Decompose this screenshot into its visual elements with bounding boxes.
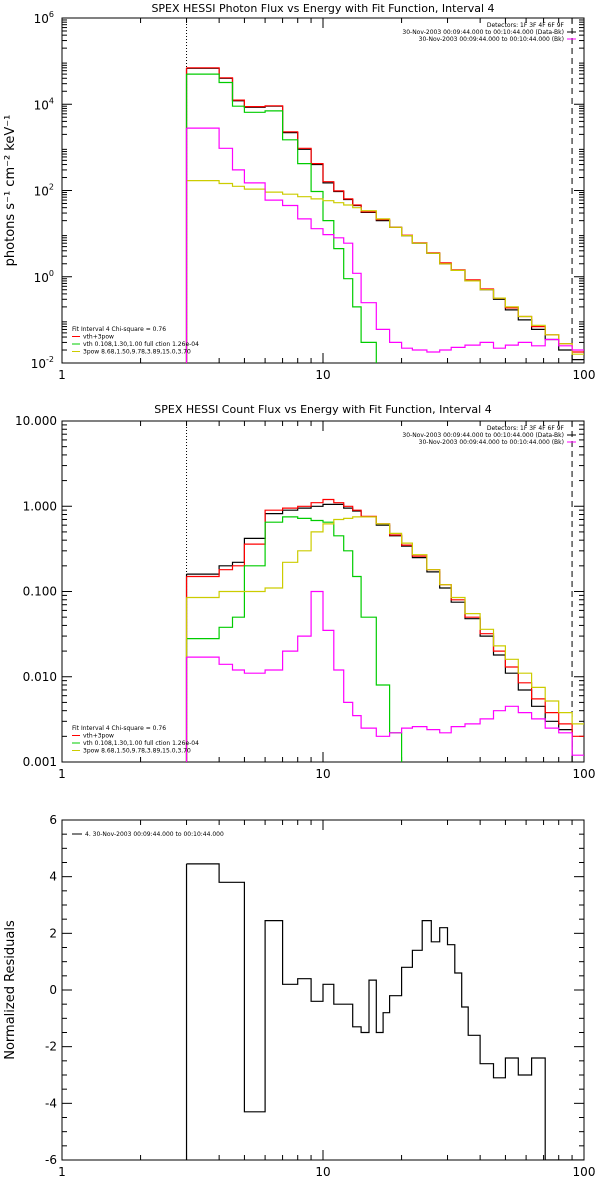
legend-text: Fit Interval 4 Chi-square = 0.76 bbox=[72, 326, 166, 333]
series-group bbox=[185, 67, 584, 363]
y-tick-base: 10 bbox=[34, 185, 49, 199]
y-tick-base: 10 bbox=[34, 271, 49, 285]
x-tick-label: 10 bbox=[315, 767, 330, 781]
series-line-4 bbox=[186, 180, 584, 355]
y-tick-label: 4 bbox=[49, 870, 57, 884]
x-tick-label: 100 bbox=[573, 1165, 596, 1179]
series-group bbox=[185, 498, 584, 762]
y-tick-label: 6 bbox=[49, 813, 57, 827]
legend-text: vth 0.108,1.30,1.00 full ction 1.26e-04 bbox=[83, 341, 199, 348]
y-tick-exponent: 2 bbox=[49, 183, 54, 192]
y-tick-base: 10 bbox=[34, 12, 49, 26]
y-tick-exponent: -2 bbox=[46, 355, 54, 364]
legend-text: vth+3pow bbox=[83, 334, 114, 341]
y-tick-label: 0.100 bbox=[23, 585, 57, 599]
legend-text: vth 0.108,1.30,1.00 full ction 1.26e-04 bbox=[83, 740, 199, 747]
y-tick-label: 0 bbox=[49, 983, 57, 997]
series-line-3 bbox=[186, 516, 403, 762]
series-line-2 bbox=[186, 498, 584, 737]
series-line-5 bbox=[186, 590, 584, 756]
y-tick-label: 104 bbox=[34, 96, 54, 112]
x-tick-label: 100 bbox=[573, 368, 596, 382]
y-tick-exponent: 6 bbox=[49, 10, 54, 19]
chart-title: SPEX HESSI Count Flux vs Energy with Fit… bbox=[154, 403, 491, 416]
plot-frame bbox=[61, 17, 585, 364]
legend-text: Fit Interval 4 Chi-square = 0.76 bbox=[72, 725, 166, 732]
legend-text: 4. 30-Nov-2003 00:09:44.000 to 00:10:44.… bbox=[85, 831, 224, 838]
y-tick-label: 1.000 bbox=[23, 499, 57, 513]
x-tick-label: 10 bbox=[315, 1165, 330, 1179]
y-tick-base: 10 bbox=[34, 98, 49, 112]
y-tick-label: -2 bbox=[45, 1040, 57, 1054]
y-tick-exponent: 0 bbox=[49, 269, 54, 278]
header-note: Detectors: 1F 3F 4F 6F 9F bbox=[487, 425, 565, 432]
chart-panel-3: 1 10 100 -6 -4 -2 0 2 4 6 Normalized Residuals 4. 3… bbox=[3, 813, 595, 1179]
series-group bbox=[185, 863, 584, 1160]
series-line-2 bbox=[186, 67, 584, 353]
series-line-3 bbox=[186, 73, 377, 363]
y-tick-label: 10.000 bbox=[15, 414, 57, 428]
header-note: Detectors: 1F 3F 4F 6F 9F bbox=[487, 22, 565, 29]
series-line-5 bbox=[186, 127, 584, 353]
y-tick-label: 2 bbox=[49, 926, 57, 940]
legend-text: vth+3pow bbox=[83, 733, 114, 740]
y-axis-label: Normalized Residuals bbox=[3, 920, 18, 1060]
legend-text: 3pow 8.68,1.50,9.78,3.89,15.0,3.70 bbox=[83, 748, 191, 755]
y-tick-label: 10-2 bbox=[31, 355, 54, 371]
x-tick-label: 10 bbox=[315, 368, 330, 382]
y-tick-label: 106 bbox=[34, 10, 54, 26]
chart-title: SPEX HESSI Photon Flux vs Energy with Fi… bbox=[151, 2, 494, 15]
header-note: 30-Nov-2003 00:09:44.000 to 00:10:44.000… bbox=[419, 36, 564, 43]
header-note: 30-Nov-2003 00:09:44.000 to 00:10:44.000… bbox=[402, 29, 564, 36]
header-note: 30-Nov-2003 00:09:44.000 to 00:10:44.000… bbox=[419, 439, 564, 446]
x-tick-label: 1 bbox=[58, 368, 66, 382]
y-tick-label: 100 bbox=[34, 269, 54, 285]
y-tick-label: -6 bbox=[45, 1153, 57, 1167]
x-tick-label: 1 bbox=[58, 1165, 66, 1179]
series-line-1 bbox=[186, 863, 584, 1160]
y-tick-exponent: 4 bbox=[49, 96, 54, 105]
y-tick-label: 102 bbox=[34, 183, 54, 199]
header-note: 30-Nov-2003 00:09:44.000 to 00:10:44.000… bbox=[402, 432, 564, 439]
y-tick-base: 10 bbox=[31, 357, 46, 371]
legend-text: 3pow 8.68,1.50,9.78,3.89,15.0,3.70 bbox=[83, 349, 191, 356]
y-tick-label: -4 bbox=[45, 1096, 57, 1110]
y-tick-label: 0.010 bbox=[23, 670, 57, 684]
x-tick-label: 100 bbox=[573, 767, 596, 781]
x-tick-label: 1 bbox=[58, 767, 66, 781]
y-tick-label: 0.001 bbox=[23, 755, 57, 769]
series-line-4 bbox=[186, 516, 584, 725]
chart-panel-2: SPEX HESSI Count Flux vs Energy with Fit… bbox=[15, 403, 595, 781]
y-axis-label: photons s⁻¹ cm⁻² keV⁻¹ bbox=[3, 115, 18, 267]
chart-panel-1: SPEX HESSI Photon Flux vs Energy with Fi… bbox=[3, 2, 596, 382]
